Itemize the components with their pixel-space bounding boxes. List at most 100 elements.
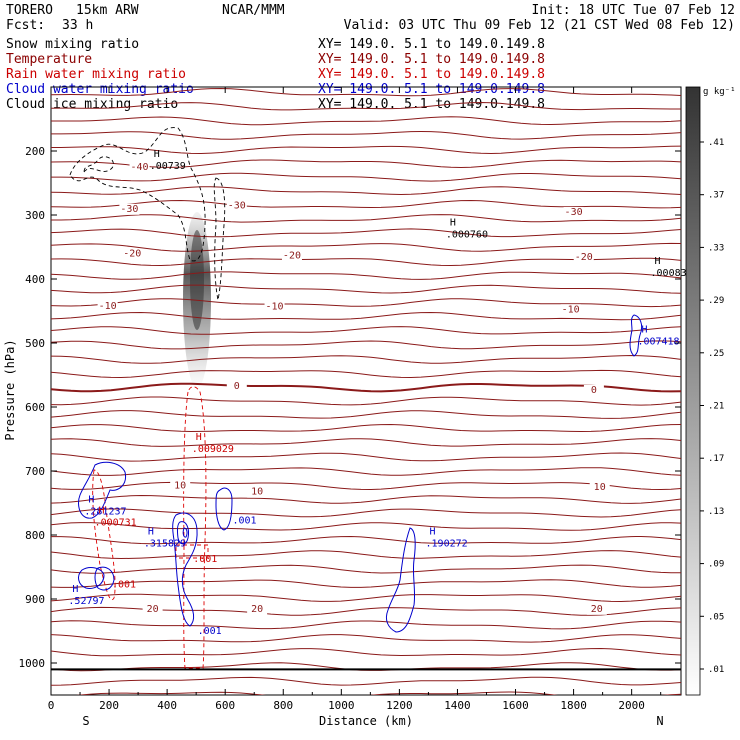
x-axis: 0 200 400 600 800 1000 1200 1400 1600 1800 2000 xyxy=(48,87,662,712)
forecast-hour: 33 h xyxy=(62,18,93,33)
temperature-contour xyxy=(51,298,681,308)
temperature-label-bg xyxy=(247,603,268,615)
temperature-contour xyxy=(51,593,681,603)
temperature-contour xyxy=(51,535,681,545)
maximum-marker: H xyxy=(99,505,105,516)
temperature-contour xyxy=(51,101,681,111)
temperature-label-bg xyxy=(122,248,143,260)
temperature-contour xyxy=(51,647,681,657)
colorbar-tick-label: .25 xyxy=(708,349,724,359)
maximum-value: .007418 xyxy=(637,336,679,347)
maximum-value: .281237 xyxy=(84,507,126,518)
center-label: NCAR/MMM xyxy=(222,3,285,18)
y-tick-label: 400 xyxy=(25,273,45,286)
temperature-label: -40 xyxy=(131,162,149,173)
x-axis-right-end-label: N xyxy=(656,714,663,728)
colorbar-tick-label: .21 xyxy=(708,402,724,412)
temperature-contour xyxy=(51,410,681,419)
model-name: TORERO xyxy=(6,3,53,18)
temperature-label-bg xyxy=(97,301,118,313)
temperature-label-bg xyxy=(264,301,285,313)
legend-entry: Snow mixing ratio xyxy=(6,37,139,52)
maximum-value: .52797 xyxy=(68,596,104,607)
temperature-contour xyxy=(51,271,681,280)
maximum-marker: H xyxy=(88,495,94,506)
y-tick-label: 800 xyxy=(25,529,45,542)
legend-entry: Cloud water mixing ratio xyxy=(6,82,194,97)
y-tick-label: 900 xyxy=(25,593,45,606)
temperature-label: 20 xyxy=(147,604,159,615)
colorbar-tick-label: .41 xyxy=(708,138,724,148)
temperature-contour xyxy=(51,130,681,140)
temperature-contour xyxy=(51,186,681,196)
chart-annotations: -40 -30 -30 -30 -20 -20 -20 -10 -10 -10 0 0 10 10 10 20… xyxy=(68,149,692,637)
forecast-label: Fcst: xyxy=(6,18,45,33)
contour-label: .001 xyxy=(198,626,222,637)
temperature-label: -30 xyxy=(228,201,246,212)
maximum-marker: H xyxy=(148,527,154,538)
temperature-label: -30 xyxy=(120,204,138,215)
temperature-label-bg xyxy=(560,304,581,316)
colorbar-tick-label: .13 xyxy=(708,507,724,517)
x-tick-label: 800 xyxy=(273,699,293,712)
temperature-contour xyxy=(51,284,681,294)
temperature-contour xyxy=(51,620,681,630)
x-axis-left-end-label: S xyxy=(82,714,89,728)
temperature-contour xyxy=(51,159,681,169)
temperature-contour xyxy=(51,214,681,223)
maximum-marker: H xyxy=(154,149,160,160)
maximum-marker: H xyxy=(72,584,78,595)
temperature-contour xyxy=(51,494,681,504)
temperature-label-bg xyxy=(247,486,268,498)
temperature-label: -10 xyxy=(562,304,580,315)
rain-water-contours xyxy=(92,386,209,669)
maximum-value: .000760 xyxy=(446,229,488,240)
temperature-label-bg xyxy=(226,381,247,393)
temperature-label: -10 xyxy=(266,302,284,313)
legend-cross-section-label: XY= 149.0. 5.1 to 149.0.149.8 xyxy=(318,82,545,97)
x-tick-label: 400 xyxy=(157,699,177,712)
temperature-contour xyxy=(51,340,681,350)
legend-cross-section-label: XY= 149.0. 5.1 to 149.0.149.8 xyxy=(318,37,545,52)
temperature-label: -30 xyxy=(565,207,583,218)
contour-label: .001 xyxy=(112,579,136,590)
valid-time: Valid: 03 UTC Thu 09 Feb 12 (21 CST Wed … xyxy=(344,18,735,33)
maximum-value: .009029 xyxy=(192,444,234,455)
temperature-contour xyxy=(51,579,681,588)
cloud-ice-contours xyxy=(69,127,226,301)
temperature-contour xyxy=(51,522,681,531)
temperature-label: -20 xyxy=(123,249,141,260)
temperature-contour xyxy=(51,326,681,335)
init-time: Init: 18 UTC Tue 07 Feb 12 xyxy=(532,3,736,18)
maximum-marker: H xyxy=(196,432,202,443)
temperature-label-bg xyxy=(170,480,191,492)
colorbar-tick-label: .17 xyxy=(708,454,724,464)
colorbar-unit: g kg⁻¹ xyxy=(703,87,736,97)
colorbar-tick-label: .05 xyxy=(708,612,724,622)
temperature-label: 20 xyxy=(591,604,603,615)
maximum-marker: H xyxy=(641,324,647,335)
maximum-value: .000836 xyxy=(651,268,693,279)
temperature-contour xyxy=(51,396,681,406)
y-tick-label: 500 xyxy=(25,337,45,350)
temperature-contour xyxy=(51,172,681,182)
temperature-label: 10 xyxy=(251,487,263,498)
maximum-marker: H xyxy=(430,527,436,538)
x-tick-label: 1400 xyxy=(444,699,471,712)
legend-cross-section-label: XY= 149.0. 5.1 to 149.0.149.8 xyxy=(318,52,545,67)
temperature-contour xyxy=(51,452,681,462)
temperature-label: -10 xyxy=(99,301,117,312)
y-axis-label: Pressure (hPa) xyxy=(3,339,17,440)
temperature-label-bg xyxy=(226,200,247,212)
temperature-label-bg xyxy=(583,384,604,396)
y-tick-label: 700 xyxy=(25,465,45,478)
legend: Snow mixing ratio XY= 149.0. 5.1 to 149.0… xyxy=(6,37,545,112)
colorbar xyxy=(685,86,701,696)
y-tick-label: 200 xyxy=(25,145,45,158)
temperature-label: 10 xyxy=(174,480,186,491)
temperature-contour xyxy=(51,242,681,252)
temperature-label-bg xyxy=(129,162,150,174)
legend-entry: Rain water mixing ratio xyxy=(6,67,186,82)
